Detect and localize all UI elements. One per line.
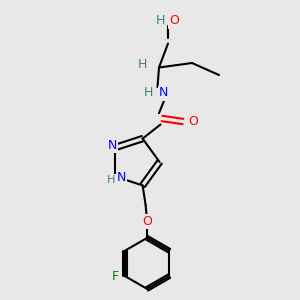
Text: O: O (169, 14, 179, 28)
Text: H: H (107, 175, 116, 185)
Text: N: N (117, 172, 126, 184)
Text: F: F (112, 270, 119, 283)
Text: N: N (159, 86, 168, 100)
Text: H: H (156, 14, 165, 28)
Text: N: N (108, 139, 117, 152)
Text: H: H (138, 58, 147, 71)
Text: O: O (189, 115, 198, 128)
Text: O: O (142, 215, 152, 228)
Text: H: H (144, 86, 153, 100)
